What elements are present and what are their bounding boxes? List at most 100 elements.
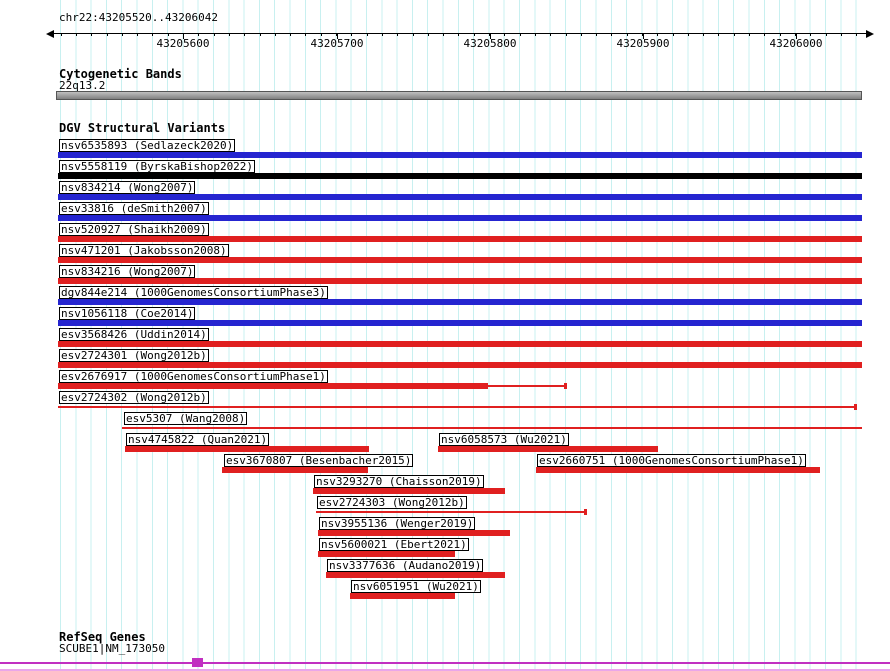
variant-line[interactable] bbox=[58, 406, 854, 408]
variant-label[interactable]: esv2660751 (1000GenomesConsortiumPhase1) bbox=[537, 454, 806, 467]
variant-label[interactable]: esv5307 (Wang2008) bbox=[124, 412, 248, 425]
variant-bar[interactable] bbox=[58, 341, 862, 347]
variant-bar[interactable] bbox=[58, 194, 862, 200]
ruler-minor-tick bbox=[244, 33, 245, 36]
variant-label[interactable]: nsv6051951 (Wu2021) bbox=[351, 580, 481, 593]
ruler-minor-tick bbox=[91, 33, 92, 36]
ruler-minor-tick bbox=[229, 33, 230, 36]
ruler-minor-tick bbox=[382, 33, 383, 36]
gene-line[interactable] bbox=[0, 662, 890, 664]
ruler-minor-tick bbox=[413, 33, 414, 36]
variant-label[interactable]: nsv834214 (Wong2007) bbox=[59, 181, 196, 194]
variant-label[interactable]: esv2676917 (1000GenomesConsortiumPhase1) bbox=[59, 370, 328, 383]
variant-label[interactable]: esv2724302 (Wong2012b) bbox=[59, 391, 209, 404]
ruler-minor-tick bbox=[550, 33, 551, 36]
variant-bar[interactable] bbox=[326, 572, 505, 578]
ruler-minor-tick bbox=[443, 33, 444, 36]
variant-bar[interactable] bbox=[58, 320, 862, 326]
ruler-minor-tick bbox=[566, 33, 567, 36]
variant-label[interactable]: nsv5600021 (Ebert2021) bbox=[319, 538, 469, 551]
variant-label[interactable]: esv2724303 (Wong2012b) bbox=[317, 496, 467, 509]
variant-label[interactable]: dgv844e214 (1000GenomesConsortiumPhase3) bbox=[59, 286, 328, 299]
variant-label[interactable]: nsv6058573 (Wu2021) bbox=[439, 433, 569, 446]
ruler-tick-label: 43205600 bbox=[156, 37, 210, 50]
variant-line[interactable] bbox=[122, 427, 862, 429]
variant-bar[interactable] bbox=[313, 488, 505, 494]
ruler-axis-line[interactable] bbox=[54, 33, 866, 34]
ruler-minor-tick bbox=[826, 33, 827, 36]
variant-label[interactable]: esv3670807 (Besenbacher2015) bbox=[224, 454, 414, 467]
region-coordinates: chr22:43205520..43206042 bbox=[59, 11, 218, 24]
right-arrow-icon bbox=[866, 30, 874, 38]
variant-label[interactable]: nsv520927 (Shaikh2009) bbox=[59, 223, 209, 236]
variant-label[interactable]: esv3568426 (Uddin2014) bbox=[59, 328, 209, 341]
variant-label[interactable]: esv33816 (deSmith2007) bbox=[59, 202, 209, 215]
ruler-minor-tick bbox=[458, 33, 459, 36]
ruler-minor-tick bbox=[474, 33, 475, 36]
ruler-minor-tick bbox=[397, 33, 398, 36]
variant-label[interactable]: nsv6535893 (Sedlazeck2020) bbox=[59, 139, 236, 152]
ruler-minor-tick bbox=[198, 33, 199, 36]
ruler-minor-tick bbox=[535, 33, 536, 36]
ruler-minor-tick bbox=[504, 33, 505, 36]
variant-label[interactable]: nsv3377636 (Audano2019) bbox=[327, 559, 484, 572]
variant-bar[interactable] bbox=[125, 446, 369, 452]
ruler-minor-tick bbox=[520, 33, 521, 36]
ruler-minor-tick bbox=[152, 33, 153, 36]
ruler-tick-label: 43205900 bbox=[616, 37, 670, 50]
ruler-minor-tick bbox=[749, 33, 750, 36]
variant-label[interactable]: nsv834216 (Wong2007) bbox=[59, 265, 196, 278]
variant-end-tick[interactable] bbox=[584, 509, 587, 515]
variant-bar[interactable] bbox=[58, 215, 862, 221]
ruler-tick-label: 43205700 bbox=[310, 37, 364, 50]
variant-label[interactable]: nsv4745822 (Quan2021) bbox=[126, 433, 270, 446]
variant-line[interactable] bbox=[488, 385, 564, 387]
variant-label[interactable]: nsv5558119 (ByrskaBishop2022) bbox=[59, 160, 256, 173]
ruler-minor-tick bbox=[260, 33, 261, 36]
ruler-minor-tick bbox=[321, 33, 322, 36]
refseq-gene-label[interactable]: SCUBE1|NM_173050 bbox=[59, 642, 165, 655]
ruler-minor-tick bbox=[596, 33, 597, 36]
variant-bar[interactable] bbox=[222, 467, 368, 473]
variant-bar[interactable] bbox=[58, 152, 862, 158]
variant-label[interactable]: nsv471201 (Jakobsson2008) bbox=[59, 244, 229, 257]
ruler-minor-tick bbox=[764, 33, 765, 36]
ruler-tick-label: 43206000 bbox=[769, 37, 823, 50]
variant-end-tick[interactable] bbox=[564, 383, 567, 389]
variant-bar[interactable] bbox=[318, 530, 510, 536]
ruler-minor-tick bbox=[351, 33, 352, 36]
variant-label[interactable]: nsv1056118 (Coe2014) bbox=[59, 307, 196, 320]
ruler-minor-tick bbox=[61, 33, 62, 36]
variant-bar[interactable] bbox=[438, 446, 658, 452]
variant-bar[interactable] bbox=[58, 257, 862, 263]
variant-bar[interactable] bbox=[58, 383, 488, 389]
cytoband-label: 22q13.2 bbox=[59, 79, 106, 92]
variant-bar[interactable] bbox=[58, 173, 862, 179]
ruler-minor-tick bbox=[810, 33, 811, 36]
ruler-minor-tick bbox=[581, 33, 582, 36]
variant-line[interactable] bbox=[316, 511, 584, 513]
ruler-tick-label: 43205800 bbox=[463, 37, 517, 50]
ruler-minor-tick bbox=[428, 33, 429, 36]
variant-bar[interactable] bbox=[58, 362, 862, 368]
variant-label[interactable]: nsv3293270 (Chaisson2019) bbox=[314, 475, 484, 488]
variant-bar[interactable] bbox=[58, 236, 862, 242]
variant-label[interactable]: nsv3955136 (Wenger2019) bbox=[319, 517, 476, 530]
variant-bar[interactable] bbox=[318, 551, 455, 557]
variant-label[interactable]: esv2724301 (Wong2012b) bbox=[59, 349, 209, 362]
variant-bar[interactable] bbox=[536, 467, 820, 473]
ruler-minor-tick bbox=[367, 33, 368, 36]
ruler-minor-tick bbox=[657, 33, 658, 36]
variant-end-tick[interactable] bbox=[854, 404, 857, 410]
variant-bar[interactable] bbox=[58, 299, 862, 305]
ruler-minor-tick bbox=[305, 33, 306, 36]
ruler-minor-tick bbox=[703, 33, 704, 36]
cytoband-bar bbox=[56, 91, 862, 100]
ruler-minor-tick bbox=[137, 33, 138, 36]
ruler-minor-tick bbox=[611, 33, 612, 36]
ruler-minor-tick bbox=[122, 33, 123, 36]
variant-bar[interactable] bbox=[350, 593, 455, 599]
gene-exon-box[interactable] bbox=[192, 658, 203, 667]
variant-bar[interactable] bbox=[58, 278, 862, 284]
